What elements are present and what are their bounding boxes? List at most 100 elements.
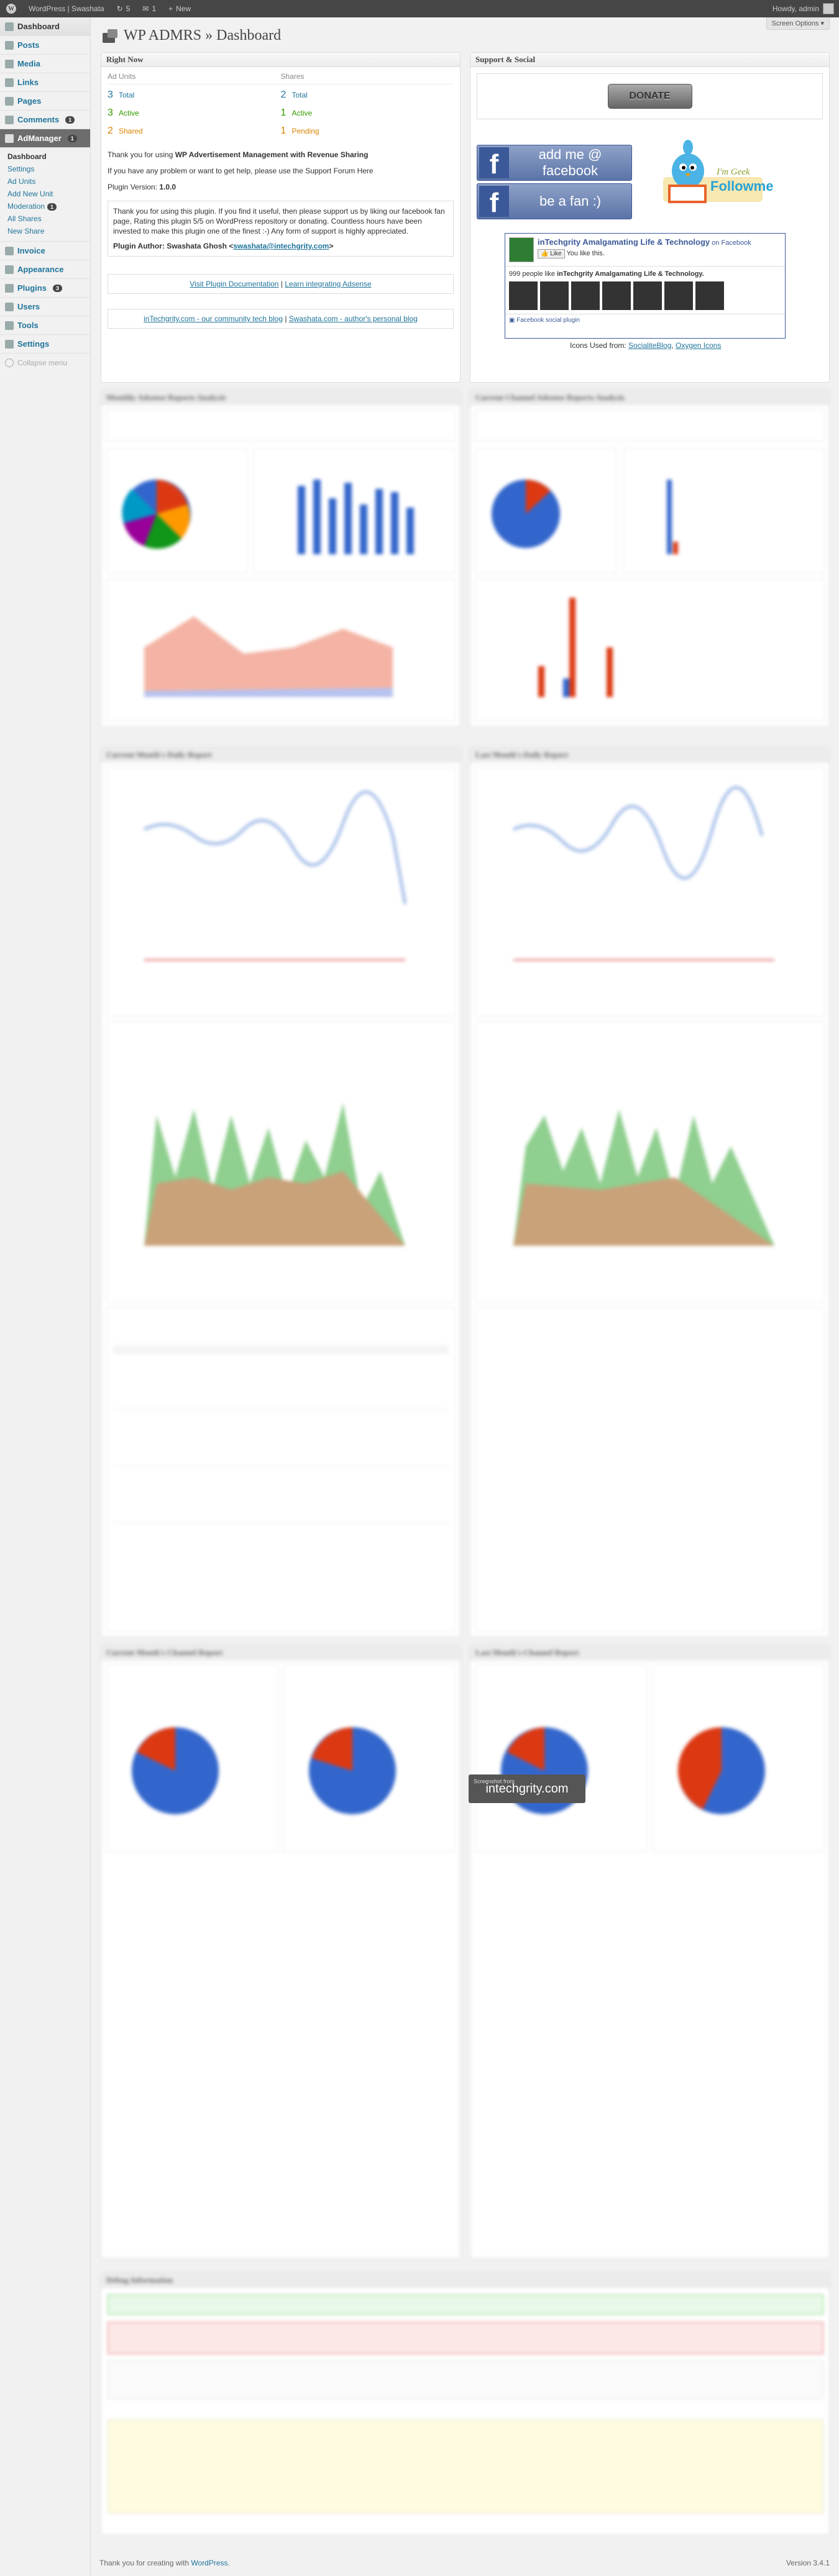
wordpress-link[interactable]: WordPress (191, 2559, 228, 2567)
shares-total[interactable]: 2 Total (280, 89, 308, 100)
menu-invoice[interactable]: Invoice (0, 242, 90, 260)
comments-link[interactable]: ✉ 1 (136, 0, 162, 17)
menu-links[interactable]: Links (0, 73, 90, 92)
new-content-link[interactable]: + New (162, 0, 197, 17)
note-text: Thank you for using this plugin. If you … (113, 207, 445, 235)
area-chart-blurred (513, 1109, 774, 1246)
author-email-link[interactable]: swashata@intechgrity.com (233, 242, 329, 250)
ad-units-shared[interactable]: 2 Shared (108, 126, 143, 136)
wordpress-logo-icon: W (6, 4, 16, 14)
screen-options-button[interactable]: Screen Options ▾ (766, 17, 830, 30)
submenu-moderation[interactable]: Moderation 1 (0, 200, 90, 212)
shares-column: Shares 2 Total 1 Active 1 Pending (280, 72, 454, 144)
ad-units-header: Ad Units (108, 72, 281, 84)
menu-settings[interactable]: Settings (0, 335, 90, 354)
collapse-arrow-icon (5, 359, 14, 367)
socialiteblog-link[interactable]: SocialiteBlog (628, 341, 672, 350)
comment-icon: ✉ (142, 4, 149, 13)
admanager-badge: 1 (67, 134, 77, 142)
submenu-all-shares[interactable]: All Shares (7, 214, 42, 223)
updates-count: 5 (126, 4, 131, 13)
menu-posts[interactable]: Posts (0, 36, 90, 55)
submenu-settings[interactable]: Settings (7, 165, 35, 173)
admin-bar: W WordPress | Swashata ↻ 5 ✉ 1 + New Howdy,… (0, 0, 839, 17)
donate-area: DONATE (477, 73, 823, 119)
users-icon (5, 302, 14, 311)
likebox-people: 999 people like inTechgrity Amalgamating… (509, 270, 704, 278)
pages-icon (5, 96, 14, 106)
intechgrity-link[interactable]: inTechgrity.com - our community tech blo… (144, 314, 283, 323)
shares-active[interactable]: 1 Active (280, 107, 313, 118)
bar-chart-blurred (667, 480, 678, 554)
admanager-icon (5, 134, 14, 143)
site-name-link[interactable]: WordPress | Swashata (22, 0, 111, 17)
facebook-add-button[interactable]: f add me @ facebook (477, 145, 632, 181)
oxygen-icons-link[interactable]: Oxygen Icons (676, 341, 722, 350)
menu-plugins[interactable]: Plugins 3 (0, 279, 90, 298)
wp-logo-menu[interactable]: W (0, 0, 22, 17)
current-daily-box: Current Month's Daily Report (101, 747, 461, 1637)
facebook-like-box: inTechgrity Amalgamating Life & Technolo… (505, 233, 786, 339)
ad-units-active[interactable]: 3 Active (108, 107, 139, 118)
howdy-text: Howdy, admin (772, 4, 819, 13)
fan-avatar[interactable] (695, 281, 724, 310)
comments-icon (5, 115, 14, 124)
support-social-title: Support & Social (470, 53, 829, 67)
followme-text: Followme (710, 178, 774, 194)
fan-avatar[interactable] (664, 281, 693, 310)
fan-avatar[interactable] (509, 281, 538, 310)
bar-chart-blurred (298, 480, 414, 554)
my-account-menu[interactable]: Howdy, admin (773, 3, 839, 14)
menu-comments[interactable]: Comments 1 (0, 111, 90, 129)
menu-appearance[interactable]: Appearance (0, 260, 90, 279)
menu-pages[interactable]: Pages (0, 92, 90, 111)
page-logo (509, 237, 534, 262)
links-icon (5, 78, 14, 87)
fan-avatar[interactable] (540, 281, 569, 310)
menu-tools[interactable]: Tools (0, 316, 90, 335)
updates-link[interactable]: ↻ 5 (111, 0, 137, 17)
submenu-new-share[interactable]: New Share (7, 227, 45, 235)
debug-box: Debug Information (101, 2273, 830, 2535)
facebook-small-icon: ▣ (509, 317, 517, 324)
menu-users[interactable]: Users (0, 298, 90, 316)
facebook-icon: f (479, 186, 509, 217)
blog-links: inTechgrity.com - our community tech blo… (108, 309, 454, 329)
likebox-page-name[interactable]: inTechgrity Amalgamating Life & Technolo… (538, 237, 710, 247)
admanager-page-icon (103, 28, 119, 44)
followme-top-text: I'm Geek (717, 167, 750, 177)
fan-avatar[interactable] (571, 281, 600, 310)
documentation-link[interactable]: Visit Plugin Documentation (190, 280, 279, 288)
tools-icon (5, 321, 14, 330)
fan-avatar[interactable] (633, 281, 662, 310)
plugin-author: Plugin Author: Swashata Ghosh <swashata@… (113, 242, 334, 250)
menu-admanager[interactable]: AdManager 1 (0, 129, 90, 148)
donate-button[interactable]: DONATE (607, 84, 692, 109)
pie-chart-blurred (677, 1727, 765, 1814)
appearance-icon (5, 265, 14, 274)
monthly-report-box: Monthly Adsense Reports Analysis (101, 390, 461, 727)
pie-chart-blurred (492, 480, 560, 548)
ad-units-total[interactable]: 3 Total (108, 89, 135, 100)
menu-dashboard[interactable]: Dashboard (0, 17, 90, 36)
submenu-dashboard[interactable]: Dashboard (7, 152, 47, 161)
page-heading: WP ADMRS » Dashboard (103, 27, 281, 44)
fan-avatar[interactable] (602, 281, 631, 310)
learn-adsense-link[interactable]: Learn integrating Adsense (285, 280, 372, 288)
refresh-icon: ↻ (116, 4, 123, 13)
twitter-followme-button[interactable]: I'm Geek Followme (663, 140, 773, 212)
like-button[interactable]: 👍 Like (538, 249, 565, 258)
shares-pending[interactable]: 1 Pending (280, 126, 319, 136)
facebook-fan-button[interactable]: f be a fan :) (477, 183, 632, 219)
invoice-icon (5, 246, 14, 255)
icons-used-credit: Icons Used from: SocialiteBlog, Oxygen I… (570, 341, 722, 350)
new-label: New (176, 4, 191, 13)
menu-media[interactable]: Media (0, 55, 90, 73)
plus-icon: + (168, 4, 173, 13)
posts-icon (5, 40, 14, 50)
swashata-link[interactable]: Swashata.com - author's personal blog (288, 314, 418, 323)
submenu-add-new-unit[interactable]: Add New Unit (7, 190, 53, 198)
collapse-menu-button[interactable]: Collapse menu (0, 354, 90, 372)
submenu-ad-units[interactable]: Ad Units (7, 177, 36, 186)
last-daily-box: Last Month's Daily Report (470, 747, 830, 1637)
